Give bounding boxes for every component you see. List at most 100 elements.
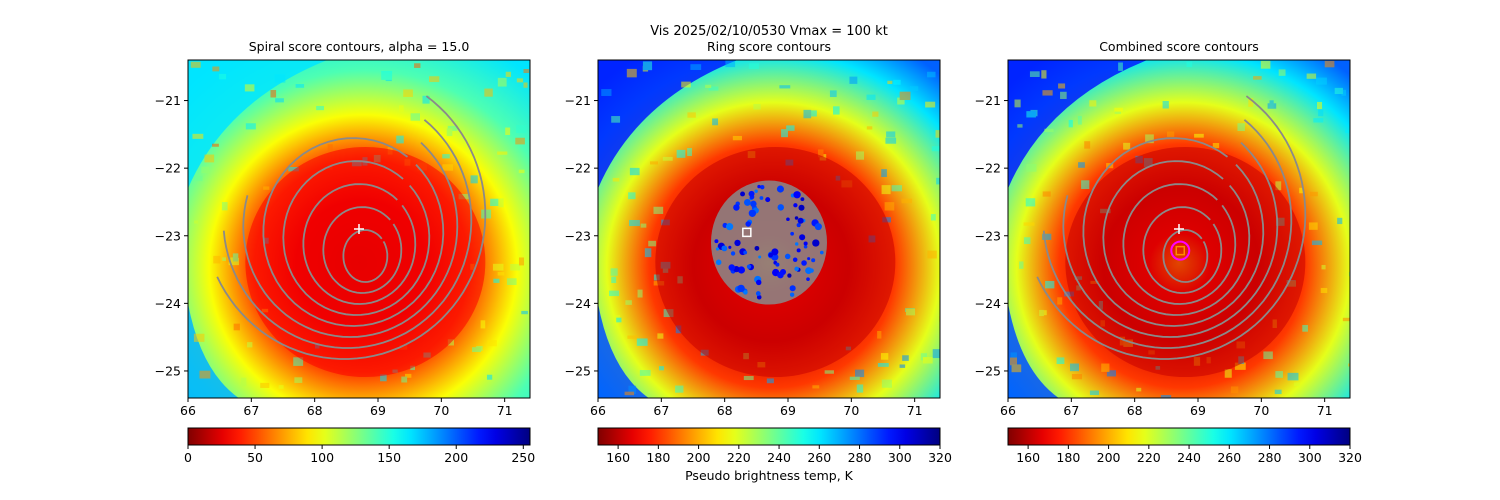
- ring-gap: [794, 216, 799, 220]
- contour-level-1: [342, 229, 389, 283]
- y-tick-label: −24: [975, 296, 1001, 311]
- colorbar-tick-label: 260: [1217, 450, 1241, 465]
- colorbar-tick-label: 260: [807, 450, 831, 465]
- ring-gap: [740, 191, 746, 197]
- ring-gap: [746, 264, 752, 269]
- ring-gap: [714, 239, 719, 244]
- plot-area-combined: [1008, 60, 1350, 398]
- y-tick-label: −21: [975, 93, 1001, 108]
- y-tick-label: −23: [155, 228, 181, 243]
- colorbar-tick-label: 280: [1258, 450, 1282, 465]
- ring-gap: [819, 250, 824, 255]
- ring-gap: [771, 248, 779, 256]
- ring-gap: [757, 184, 761, 189]
- ring-gap: [755, 291, 761, 296]
- x-tick-label: 66: [590, 403, 606, 418]
- x-tick-label: 71: [497, 403, 513, 418]
- ring-gap: [743, 290, 748, 295]
- ring-gap: [794, 242, 799, 246]
- x-tick-label: 66: [180, 403, 196, 418]
- y-tick-label: −25: [975, 363, 1001, 378]
- score-contours: [216, 95, 487, 360]
- storm-core: [1065, 147, 1306, 378]
- x-tick-label: 70: [1253, 403, 1269, 418]
- ring-gap: [745, 221, 751, 227]
- colorbar-tick-label: 200: [444, 450, 468, 465]
- ring-gap: [792, 257, 798, 263]
- ring-gap: [743, 250, 748, 255]
- ring-gap: [794, 266, 799, 272]
- ring-gap: [797, 217, 804, 224]
- contour-level-5: [1082, 137, 1265, 327]
- contour-level-7: [222, 119, 473, 349]
- y-tick-label: −24: [155, 296, 181, 311]
- panel-spiral: Spiral score contours, alpha = 15.0 66 67 6…: [155, 39, 536, 465]
- contour-level-1: [1162, 229, 1209, 283]
- colorbar-tick-label: 50: [247, 450, 263, 465]
- ring-gap: [796, 248, 801, 253]
- colorbar-tick-label: 250: [511, 450, 535, 465]
- ring-gap: [799, 234, 806, 241]
- ring-gap: [754, 189, 758, 194]
- ring-gap: [748, 190, 755, 197]
- ring-fit-marker: [1170, 240, 1191, 261]
- axes-frame: [1007, 59, 1351, 399]
- y-tick-label: −22: [155, 161, 181, 176]
- ring-gap: [734, 239, 741, 247]
- colorbar-tick-label: 220: [727, 450, 751, 465]
- y-tick-label: −22: [975, 161, 1001, 176]
- y-tick-label: −25: [565, 363, 591, 378]
- ring-gap: [793, 203, 798, 208]
- x-tick-label: 71: [1317, 403, 1333, 418]
- ring-gap: [789, 285, 796, 292]
- ring-gap: [814, 223, 822, 231]
- axes-frame: [597, 59, 941, 399]
- colorbar-tick-label: 180: [1056, 450, 1080, 465]
- ring-gap: [776, 185, 784, 193]
- combined-center-marker: [1175, 245, 1186, 256]
- panel-title: Spiral score contours, alpha = 15.0: [249, 39, 470, 54]
- ring-gap: [812, 239, 820, 247]
- outer-cloud-band: [188, 60, 328, 189]
- outer-cloud-band-lower: [598, 303, 649, 398]
- contour-level-8: [216, 95, 487, 360]
- contour-level-2: [322, 206, 403, 294]
- ring-gap: [796, 223, 801, 228]
- panel-title: Ring score contours: [707, 39, 831, 54]
- x-tick-label: 68: [717, 403, 733, 418]
- contour-level-3: [302, 183, 417, 305]
- ring-gap: [765, 197, 771, 203]
- colorbar-tick-label: 220: [1137, 450, 1161, 465]
- storm-core: [245, 147, 486, 378]
- y-tick-label: −22: [565, 161, 591, 176]
- y-tick-label: −21: [155, 93, 181, 108]
- y-tick-label: −23: [565, 228, 591, 243]
- ring-gap: [728, 245, 732, 249]
- x-tick-label: 66: [1000, 403, 1016, 418]
- ring-gap: [793, 191, 801, 199]
- contour-level-2: [1142, 206, 1223, 294]
- plot-area-ring: [598, 60, 940, 398]
- y-tick-label: −23: [975, 228, 1001, 243]
- x-tick-label: 69: [1190, 403, 1206, 418]
- x-tick-label: 68: [307, 403, 323, 418]
- panel-title: Combined score contours: [1099, 39, 1259, 54]
- colorbar-tick-label: 160: [606, 450, 630, 465]
- ring-gap: [777, 204, 785, 211]
- x-tick-label: 67: [243, 403, 259, 418]
- ring-gap: [733, 204, 740, 211]
- colorbar-tick-label: 320: [928, 450, 952, 465]
- ring-gap: [807, 257, 811, 261]
- colorbar-tick-label: 300: [888, 450, 912, 465]
- colorbar-tick-label: 180: [646, 450, 670, 465]
- ring-gap: [715, 259, 722, 266]
- ring-gap: [771, 253, 779, 261]
- ring-gap: [784, 253, 791, 260]
- first-guess-marker: [1174, 224, 1184, 234]
- ring-gap: [801, 260, 807, 266]
- colorbar-tick-label: 300: [1298, 450, 1322, 465]
- x-tick-label: 67: [1063, 403, 1079, 418]
- contour-level-5: [262, 137, 445, 327]
- x-tick-label: 70: [843, 403, 859, 418]
- contour-level-4: [1102, 160, 1251, 316]
